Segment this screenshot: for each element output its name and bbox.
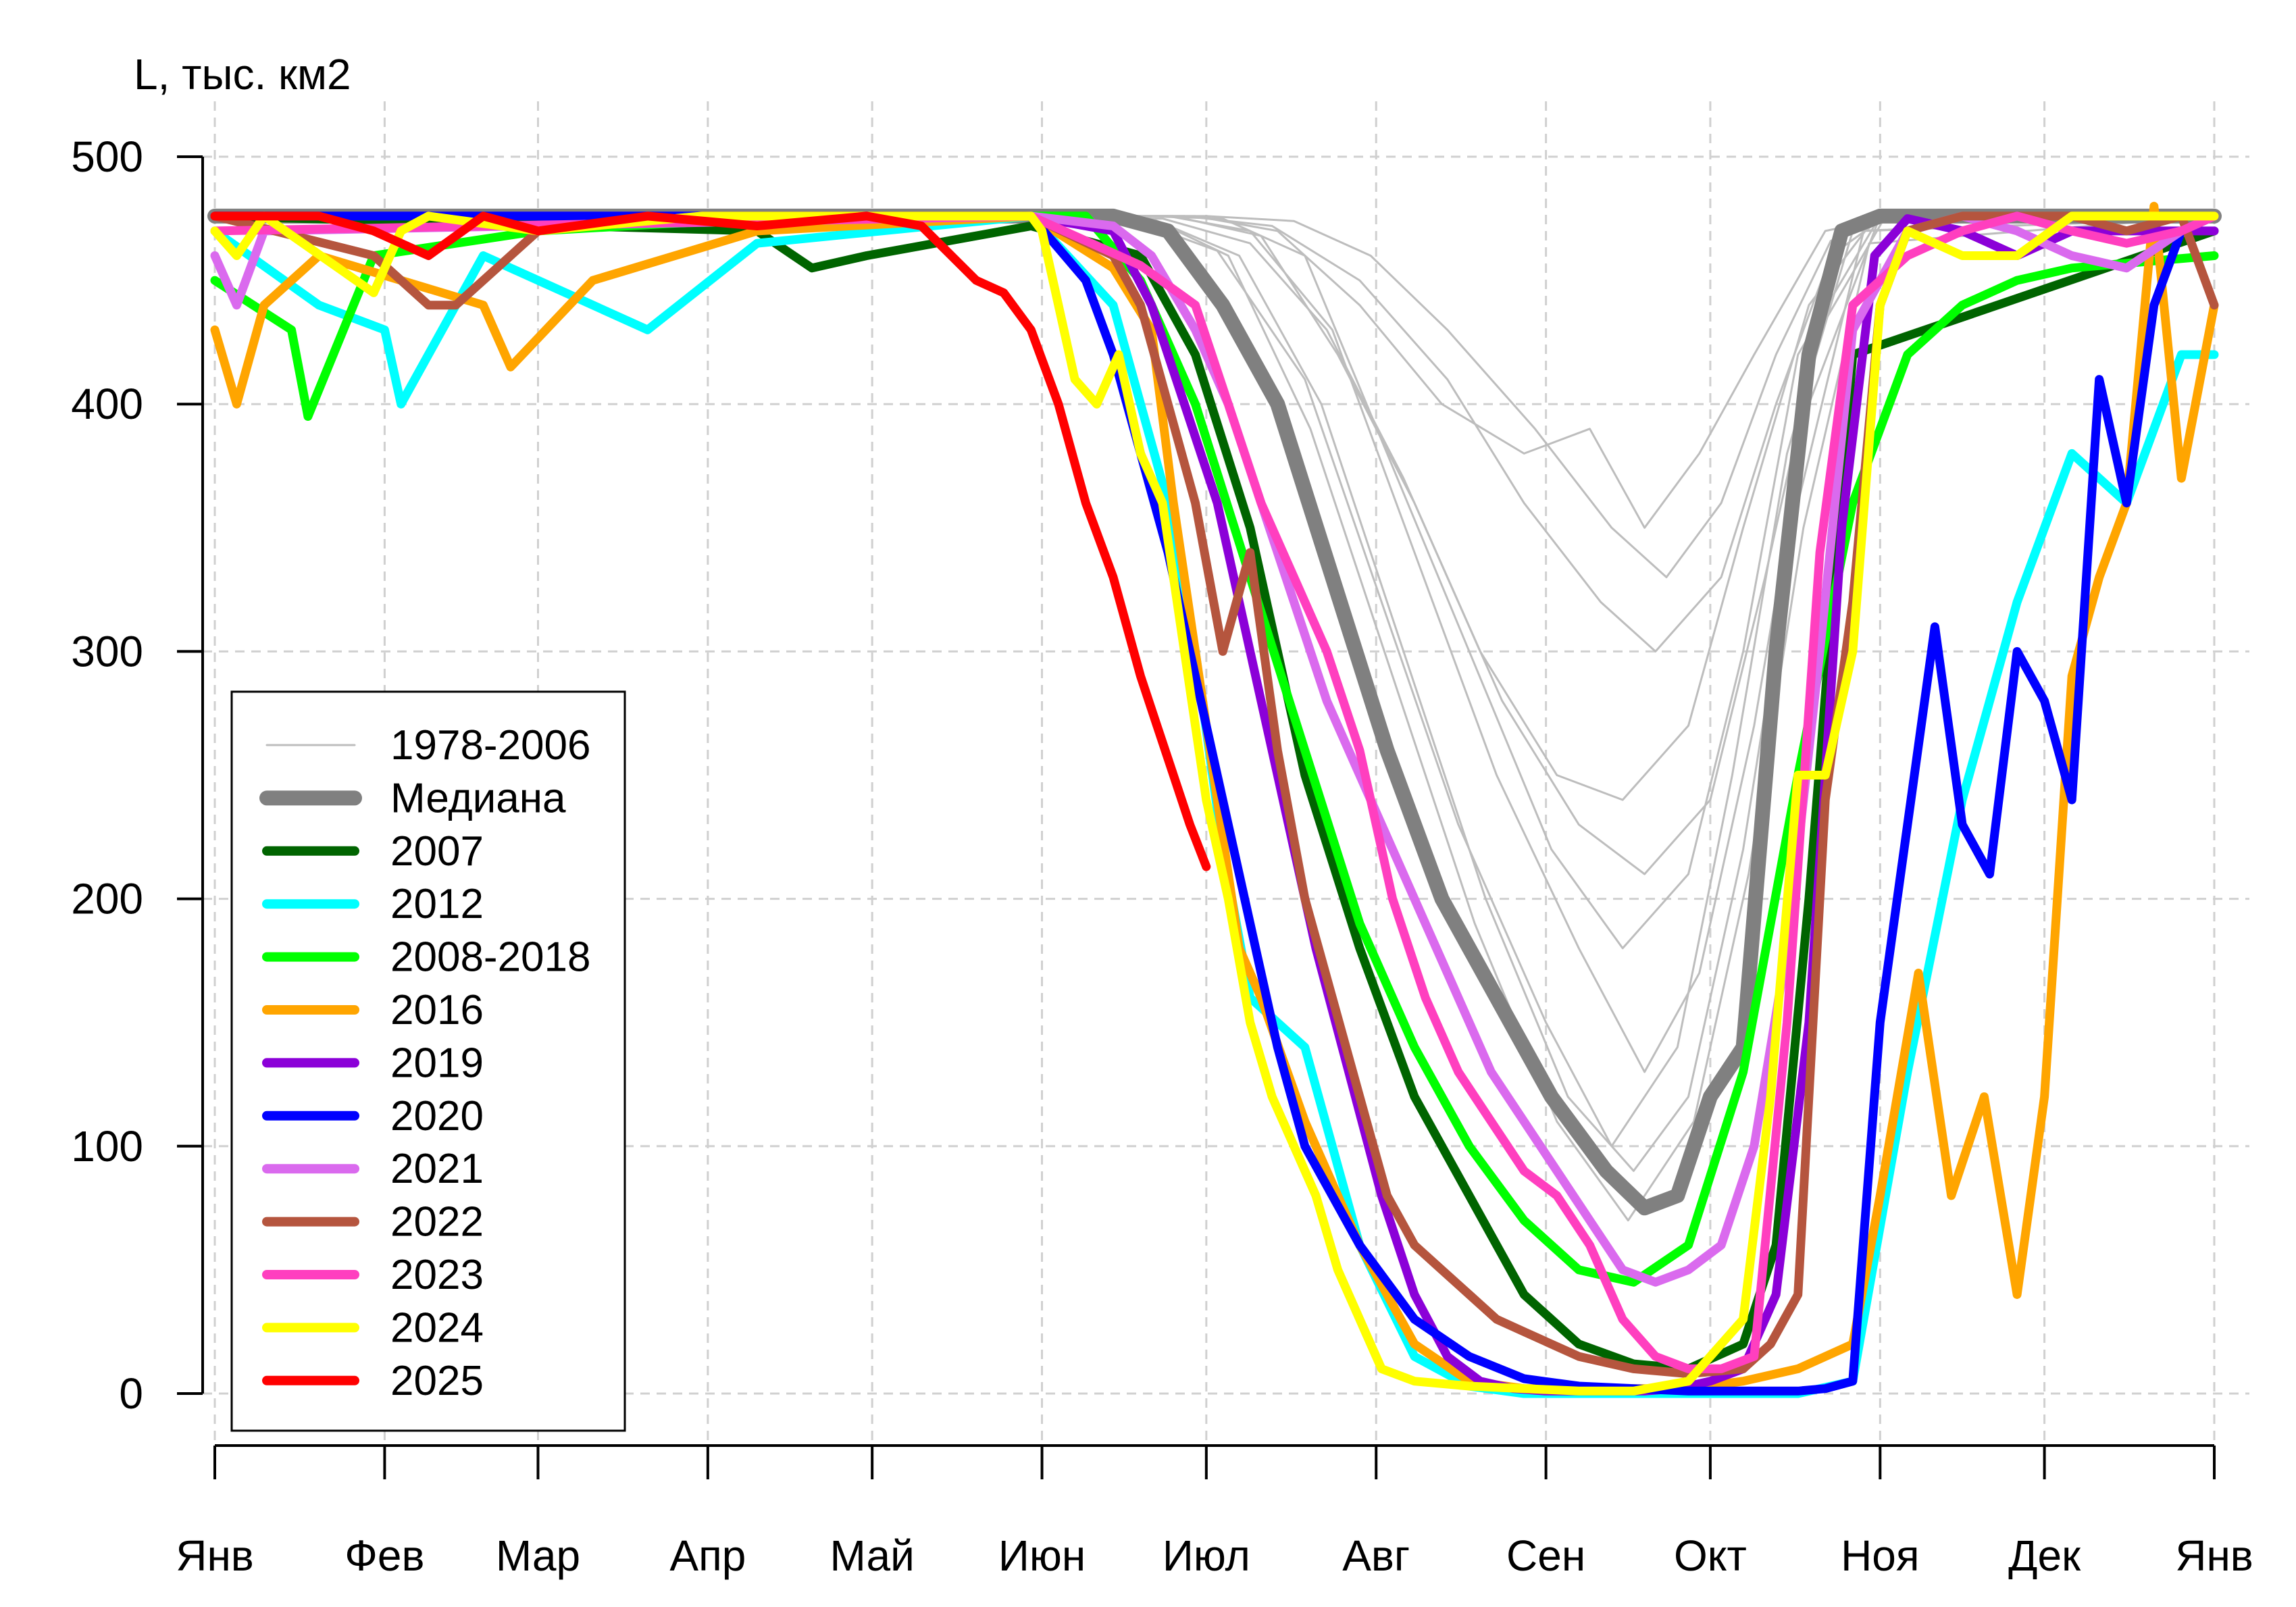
x-tick-label: Мар xyxy=(496,1531,580,1580)
series-line-1978-2006 xyxy=(215,215,2214,529)
legend-label: 2021 xyxy=(390,1146,484,1192)
series-line-Медиана xyxy=(207,208,2222,1216)
series-line-2024 xyxy=(210,211,2219,1396)
legend-label: 2016 xyxy=(390,987,484,1034)
highlighted-series xyxy=(207,201,2222,1398)
legend-label: 2012 xyxy=(390,881,484,927)
x-tick-label: Июн xyxy=(998,1531,1086,1580)
x-tick-label: Май xyxy=(830,1531,914,1580)
legend-label: 2008-2018 xyxy=(390,934,591,981)
legend-label: 1978-2006 xyxy=(390,722,591,769)
x-tick-label: Фев xyxy=(345,1531,424,1580)
historical-series-1978-2006 xyxy=(214,215,2215,1222)
legend-label: 2025 xyxy=(390,1358,484,1404)
y-tick-label: 500 xyxy=(71,132,143,181)
legend-label: 2023 xyxy=(390,1252,484,1298)
y-tick-label: 400 xyxy=(71,380,143,428)
x-tick-label: Ноя xyxy=(1841,1531,1919,1580)
series-line-1978-2006 xyxy=(215,215,2215,1222)
legend-label: Медиана xyxy=(390,775,566,821)
series-line-1978-2006 xyxy=(215,218,2214,801)
legend-label: 2007 xyxy=(390,828,484,875)
legend: 1978-2006 Медиана 2007 2012 2008-2018 2016 201… xyxy=(230,690,626,1432)
legend-label: 2024 xyxy=(390,1304,484,1351)
series-line-2025 xyxy=(210,211,1211,871)
y-tick-label: 300 xyxy=(71,627,143,675)
x-tick-label: Сен xyxy=(1506,1531,1585,1580)
x-tick-label: Янв xyxy=(2175,1531,2253,1580)
y-tick-label: 100 xyxy=(71,1122,143,1171)
axes: 0 100 200 300 400 500 Янв Фев Мар Апр Май Июн Июл Авг… xyxy=(71,132,2253,1580)
x-tick-label: Окт xyxy=(1674,1531,1747,1580)
x-tick-label: Авг xyxy=(1342,1531,1410,1580)
y-axis-label: L, тыс. км2 xyxy=(134,50,351,99)
legend-label: 2022 xyxy=(390,1199,484,1246)
y-tick-label: 200 xyxy=(71,875,143,923)
series-line-1978-2006 xyxy=(214,215,2214,950)
x-tick-label: Янв xyxy=(176,1531,254,1580)
series-line-2016 xyxy=(210,201,2219,1394)
x-tick-label: Июл xyxy=(1163,1531,1250,1580)
legend-label: 2019 xyxy=(390,1040,484,1086)
series-line-1978-2006 xyxy=(215,215,2214,578)
y-tick-label: 0 xyxy=(119,1369,143,1418)
x-tick-label: Дек xyxy=(2008,1531,2081,1580)
x-tick-label: Апр xyxy=(669,1531,746,1580)
series-line-2023 xyxy=(210,211,2219,1373)
legend-label: 2020 xyxy=(390,1093,484,1140)
